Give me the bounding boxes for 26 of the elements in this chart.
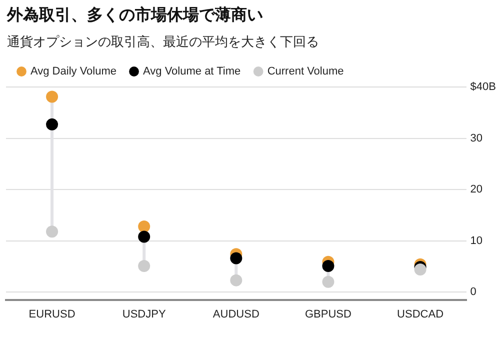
x-tick-label: USDJPY: [122, 308, 166, 320]
chart-subtitle: 通貨オプションの取引高、最近の平均を大きく下回る: [7, 34, 319, 51]
x-tick-label: GBPUSD: [304, 308, 352, 320]
point: [46, 226, 58, 238]
legend-label: Avg Daily Volume: [30, 66, 117, 78]
chart-title: 外為取引、多くの市場休場で薄商い: [7, 5, 263, 26]
point: [230, 252, 242, 264]
x-tick-label: AUDUSD: [212, 308, 260, 320]
y-tick-label: 0: [470, 286, 476, 298]
point: [322, 260, 334, 272]
point: [46, 118, 58, 130]
y-tick-label: $40B: [470, 81, 496, 94]
point: [46, 90, 58, 103]
y-tick-label: 20: [470, 184, 483, 196]
point: [322, 276, 334, 288]
legend-label: Avg Volume at Time: [143, 66, 241, 78]
y-tick-label: 30: [470, 132, 483, 144]
point: [230, 274, 242, 286]
point: [414, 264, 426, 276]
x-tick-label: USDCAD: [397, 308, 444, 320]
x-tick-label: EURUSD: [28, 308, 76, 320]
point: [138, 260, 150, 272]
point: [138, 230, 150, 243]
y-tick-label: 10: [470, 234, 483, 247]
point: [138, 220, 150, 232]
legend-label: Current Volume: [267, 66, 344, 78]
